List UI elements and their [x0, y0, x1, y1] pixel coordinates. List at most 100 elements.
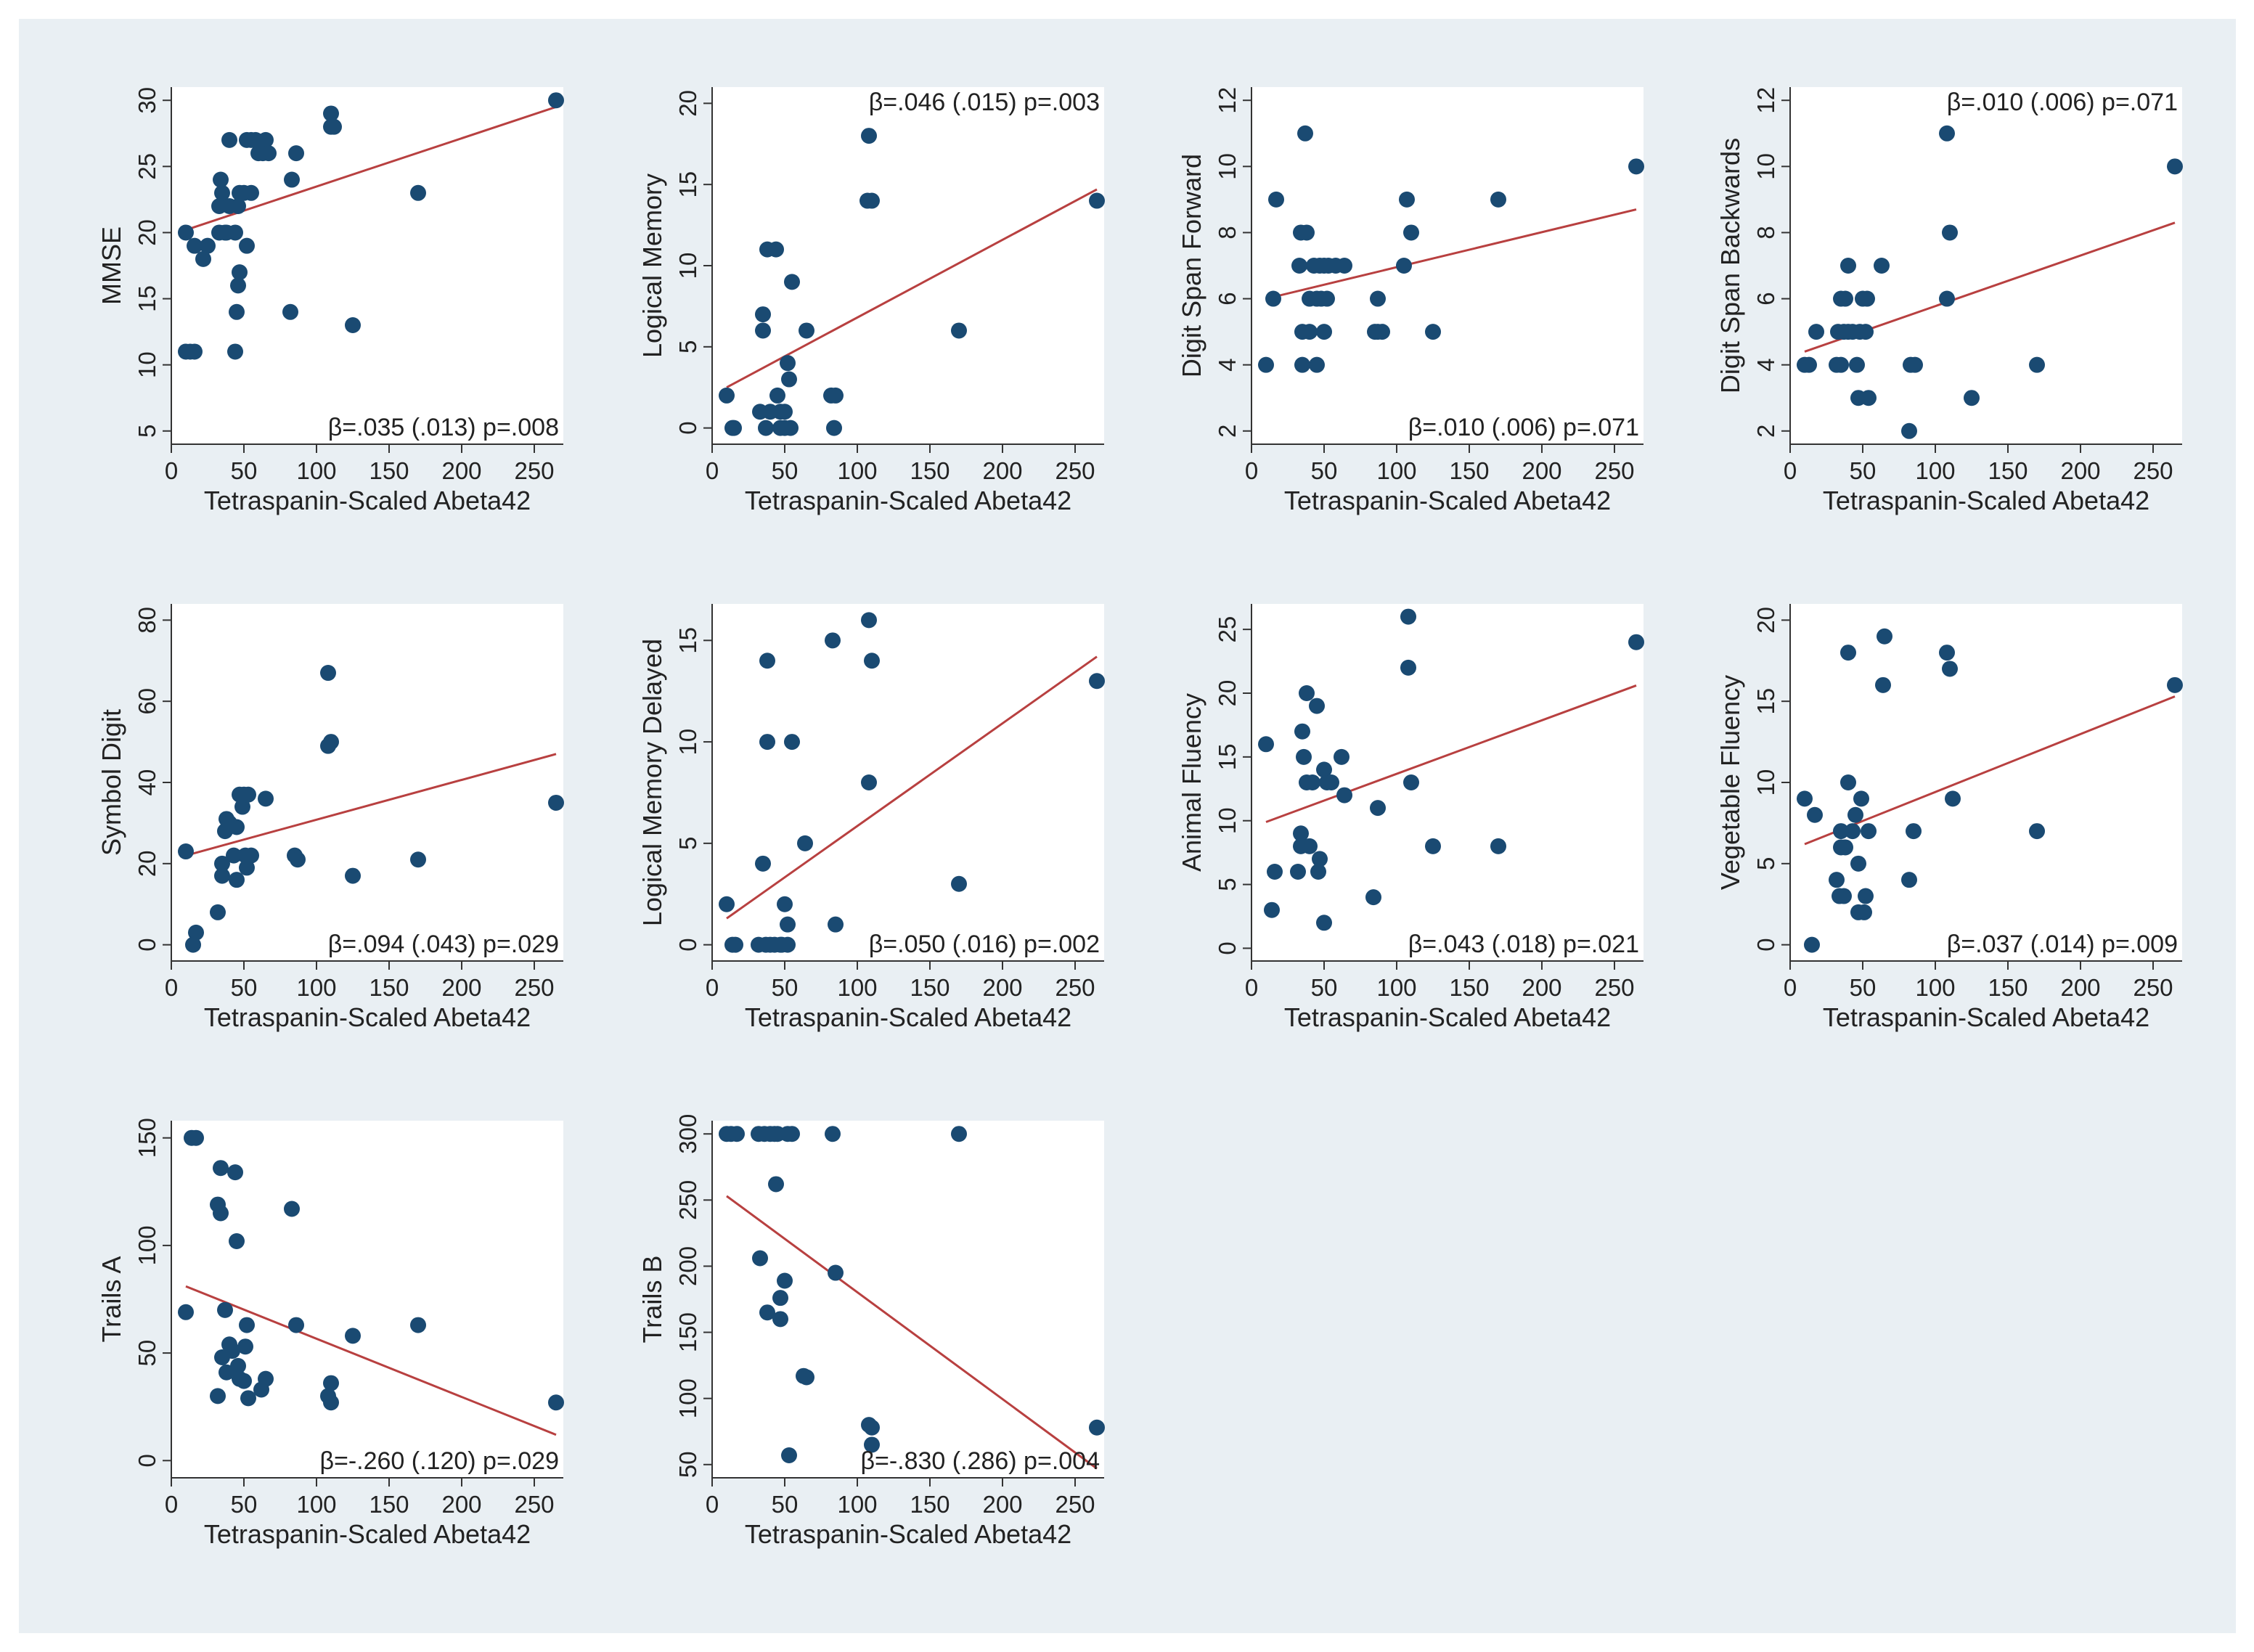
- data-point: [828, 1264, 844, 1281]
- beta-annotation: β=.010 (.006) p=.071: [1408, 414, 1639, 441]
- plot-5: 0 50 100 150 200 250 0 20 40 60 80 Tetraspanin-Scal…: [97, 604, 564, 1032]
- data-point: [1258, 356, 1274, 373]
- data-point: [951, 322, 967, 339]
- data-point: [178, 843, 194, 860]
- data-point: [772, 1311, 788, 1328]
- data-point: [752, 1250, 768, 1267]
- x-tick-label: 100: [1915, 974, 1955, 1001]
- y-tick-label: 15: [674, 627, 701, 654]
- y-tick-label: 12: [1752, 87, 1779, 114]
- data-point: [243, 847, 259, 864]
- data-point: [769, 387, 785, 404]
- y-tick-label: 8: [1214, 226, 1241, 239]
- data-point: [784, 274, 800, 290]
- data-point: [227, 343, 243, 360]
- data-point: [951, 875, 967, 892]
- y-tick-label: 15: [1752, 688, 1779, 715]
- y-tick-label: 10: [1752, 769, 1779, 796]
- data-point: [825, 632, 841, 649]
- plot-9: 0 50 100 150 200 250050100150Tetraspanin-Scal…: [97, 1118, 564, 1549]
- y-tick-label: 30: [134, 87, 160, 114]
- data-point: [727, 936, 743, 953]
- data-point: [1316, 761, 1332, 778]
- y-tick-label: 15: [674, 171, 701, 198]
- data-point: [1833, 823, 1849, 840]
- data-point: [229, 1232, 245, 1249]
- data-point: [864, 1419, 880, 1436]
- beta-annotation: β=.037 (.014) p=.009: [1947, 931, 2178, 958]
- data-point: [1290, 864, 1306, 880]
- data-point: [826, 420, 842, 436]
- x-tick-label: 150: [910, 1491, 950, 1518]
- data-point: [1310, 864, 1326, 880]
- data-point: [861, 774, 877, 790]
- plot-3: 0 50 100 150 200 250 2 4 6 8 10 12 Tetraspanin-Scale…: [1177, 87, 1644, 515]
- data-point: [784, 1126, 800, 1142]
- x-tick-label: 0: [1784, 457, 1797, 484]
- data-point: [797, 835, 813, 851]
- data-point: [825, 1126, 841, 1142]
- data-point: [2029, 823, 2045, 840]
- x-tick-label: 100: [296, 974, 336, 1001]
- data-point: [1807, 806, 1823, 823]
- x-axis-title: Tetraspanin-Scaled Abeta42: [1823, 486, 2149, 515]
- y-tick-label: 4: [1214, 358, 1241, 371]
- x-tick-label: 100: [837, 457, 877, 484]
- data-point: [178, 224, 194, 241]
- data-point: [1840, 774, 1856, 790]
- x-tick-label: 250: [1055, 974, 1095, 1001]
- y-tick-label: 10: [674, 253, 701, 279]
- data-point: [777, 896, 793, 912]
- data-point: [232, 264, 248, 281]
- data-point: [326, 118, 342, 135]
- data-point: [864, 1436, 880, 1453]
- data-point: [1400, 659, 1416, 676]
- data-point: [1901, 872, 1917, 888]
- x-tick-label: 0: [165, 974, 178, 1001]
- x-tick-label: 50: [772, 1491, 799, 1518]
- x-tick-label: 250: [1055, 1491, 1095, 1518]
- data-point: [320, 665, 336, 682]
- fit-line: [726, 188, 1098, 389]
- data-point: [323, 105, 339, 122]
- data-point: [1836, 888, 1852, 904]
- data-point: [1906, 823, 1922, 840]
- y-axis-title: Logical Memory: [637, 173, 667, 358]
- plot-7: 0 50 100 150 200 250 0 5 10 15 20 25 Tetraspanin-Sca…: [1177, 604, 1644, 1032]
- data-point: [1490, 191, 1506, 208]
- plot-area: [171, 1121, 563, 1478]
- data-point: [1942, 224, 1958, 241]
- data-point: [781, 1447, 797, 1464]
- x-tick-label: 200: [982, 1491, 1022, 1518]
- data-point: [1316, 915, 1332, 931]
- data-point: [1939, 125, 1955, 142]
- data-point: [1319, 290, 1335, 307]
- data-point: [1801, 356, 1817, 373]
- y-tick-label: 200: [674, 1246, 701, 1286]
- data-point: [288, 1317, 304, 1333]
- data-point: [214, 867, 230, 884]
- data-point: [1858, 324, 1874, 340]
- plot-area: [712, 1121, 1104, 1478]
- data-point: [951, 1126, 967, 1142]
- y-tick-label: 2: [1214, 425, 1241, 438]
- x-tick-label: 200: [441, 974, 481, 1001]
- y-tick-label: 20: [134, 219, 160, 246]
- data-point: [548, 92, 564, 109]
- plot-1: 0 50 100 150 200 250 5 10 15 20 25 30 Tetraspanin-Sc…: [97, 87, 564, 515]
- data-point: [2167, 676, 2183, 693]
- data-point: [282, 303, 298, 320]
- x-tick-label: 250: [514, 457, 554, 484]
- data-point: [1399, 191, 1415, 208]
- data-point: [772, 1290, 788, 1307]
- data-point: [1845, 823, 1861, 840]
- data-point: [1268, 191, 1284, 208]
- data-point: [1861, 390, 1877, 406]
- data-point: [768, 241, 784, 258]
- x-tick-label: 0: [1784, 974, 1797, 1001]
- data-point: [258, 131, 274, 148]
- x-axis-title: Tetraspanin-Scaled Abeta42: [1284, 1002, 1611, 1032]
- y-tick-label: 0: [674, 421, 701, 434]
- data-point: [178, 1304, 194, 1320]
- y-tick-label: 0: [1214, 941, 1241, 954]
